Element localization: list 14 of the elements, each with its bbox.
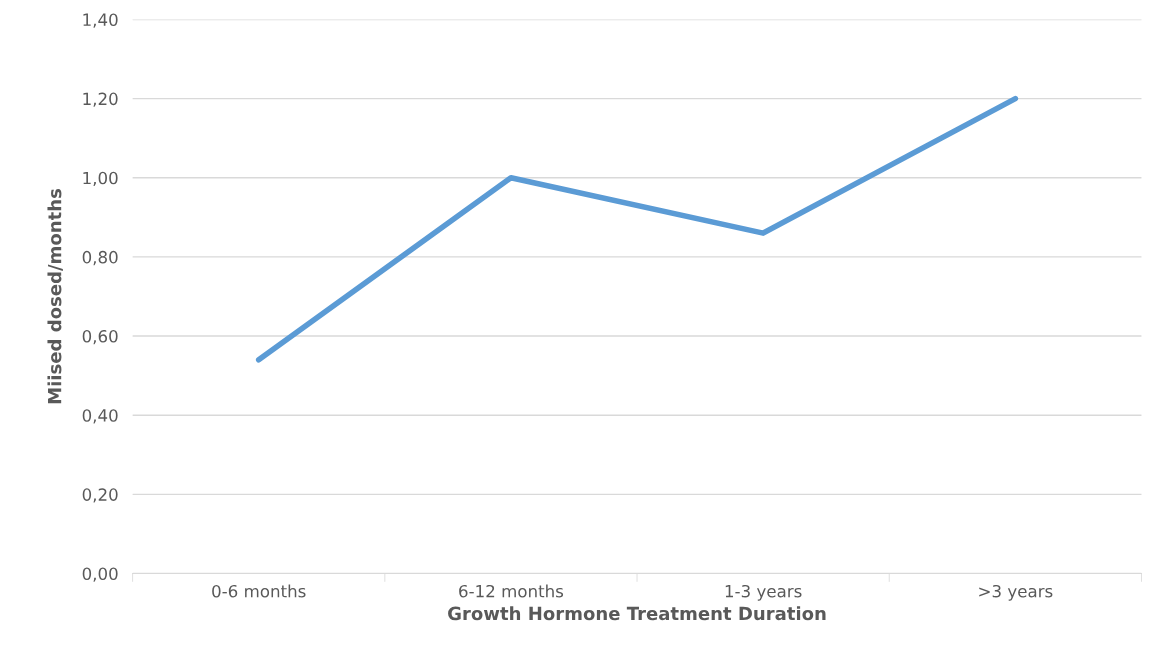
x-tick-label: 0-6 months	[212, 584, 306, 598]
y-tick-label: 0,20	[82, 488, 118, 503]
x-tick-label: 1-3 years	[725, 584, 802, 601]
y-tick-label: 0,60	[82, 330, 118, 345]
x-axis-title: Growth Hormone Treatment Duration	[448, 606, 826, 621]
y-tick-label: 0,80	[82, 250, 118, 266]
y-tick-label: 1,20	[83, 92, 118, 107]
y-tick-label: 1,40	[83, 13, 118, 28]
y-axis-title: Miised dosed/months	[47, 188, 63, 404]
x-tick-label: >3 years	[979, 584, 1053, 601]
x-tick-label: 6-12 months	[459, 584, 564, 598]
y-tick-label: 0,00	[82, 567, 118, 582]
y-tick-label: 1,00	[83, 171, 118, 187]
y-tick-label: 0,40	[82, 409, 118, 424]
